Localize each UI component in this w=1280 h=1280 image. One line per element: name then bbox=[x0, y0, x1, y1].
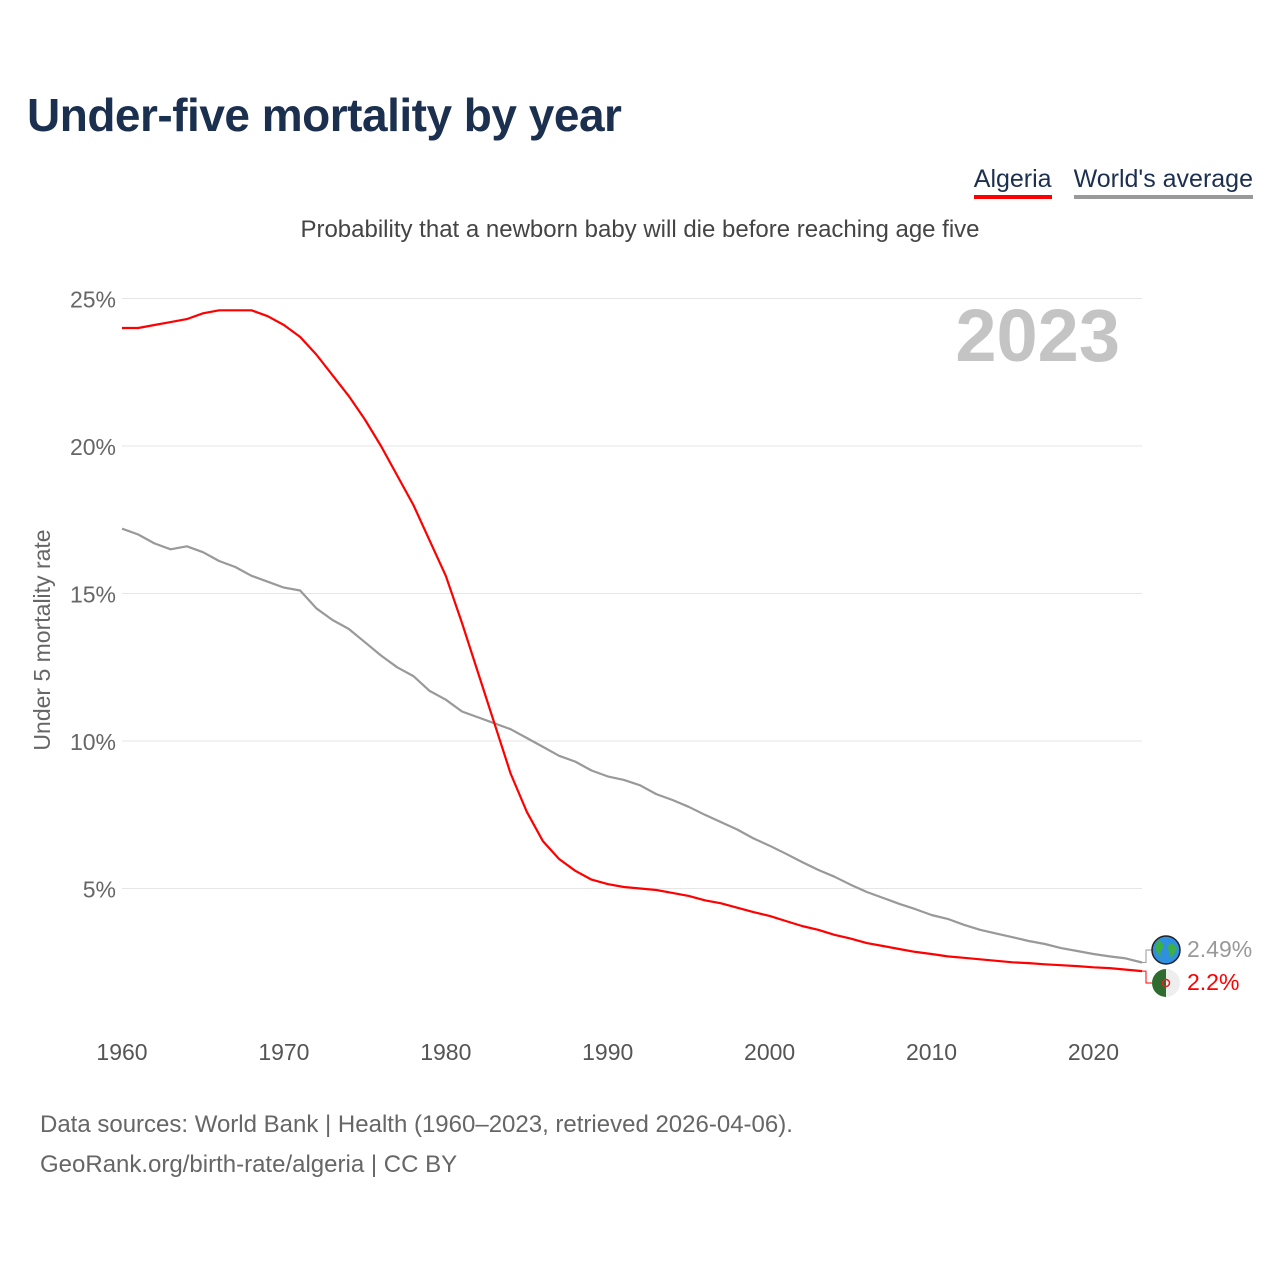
algeria-flag-crescent bbox=[1161, 978, 1171, 988]
series-line-algeria bbox=[122, 309, 1143, 973]
y-tick-label: 5% bbox=[83, 877, 116, 903]
source-link[interactable]: GeoRank.org/birth-rate/algeria | CC BY bbox=[40, 1151, 458, 1178]
year-watermark: 2023 bbox=[955, 294, 1120, 377]
algeria-flag-icon bbox=[1152, 969, 1166, 997]
algeria-flag-white bbox=[1166, 969, 1180, 997]
legend: Algeria World's average bbox=[973, 165, 1253, 199]
y-tick-label: 15% bbox=[70, 582, 116, 608]
legend-algeria[interactable]: Algeria bbox=[973, 165, 1052, 199]
series-line-world bbox=[121, 527, 1143, 964]
footer: Data sources: World Bank | Health (1960–… bbox=[40, 1105, 793, 1185]
x-tick-label: 1990 bbox=[582, 1039, 633, 1065]
end-label-algeria: 2.2% bbox=[1187, 969, 1239, 995]
chart-subtitle: Probability that a newborn baby will die… bbox=[300, 216, 980, 243]
x-tick-label: 1960 bbox=[96, 1039, 147, 1065]
y-tick-label: 10% bbox=[70, 729, 116, 755]
x-tick-label: 1970 bbox=[258, 1039, 309, 1065]
legend-world[interactable]: World's average bbox=[1073, 165, 1253, 199]
y-tick-label: 25% bbox=[70, 287, 116, 313]
end-label-world: 2.49% bbox=[1187, 936, 1252, 962]
x-tick-label: 2010 bbox=[906, 1039, 957, 1065]
y-axis-label: Under 5 mortality rate bbox=[29, 529, 55, 750]
x-tick-label: 2020 bbox=[1068, 1039, 1119, 1065]
y-tick-label: 20% bbox=[70, 434, 116, 460]
x-tick-label: 1980 bbox=[420, 1039, 471, 1065]
data-source: Data sources: World Bank | Health (1960–… bbox=[40, 1111, 793, 1138]
x-tick-label: 2000 bbox=[744, 1039, 795, 1065]
leader-line-algeria bbox=[1142, 970, 1152, 984]
leader-line-world bbox=[1142, 949, 1152, 964]
chart-title: Under-five mortality by year bbox=[27, 89, 622, 141]
globe-land bbox=[1155, 940, 1177, 958]
